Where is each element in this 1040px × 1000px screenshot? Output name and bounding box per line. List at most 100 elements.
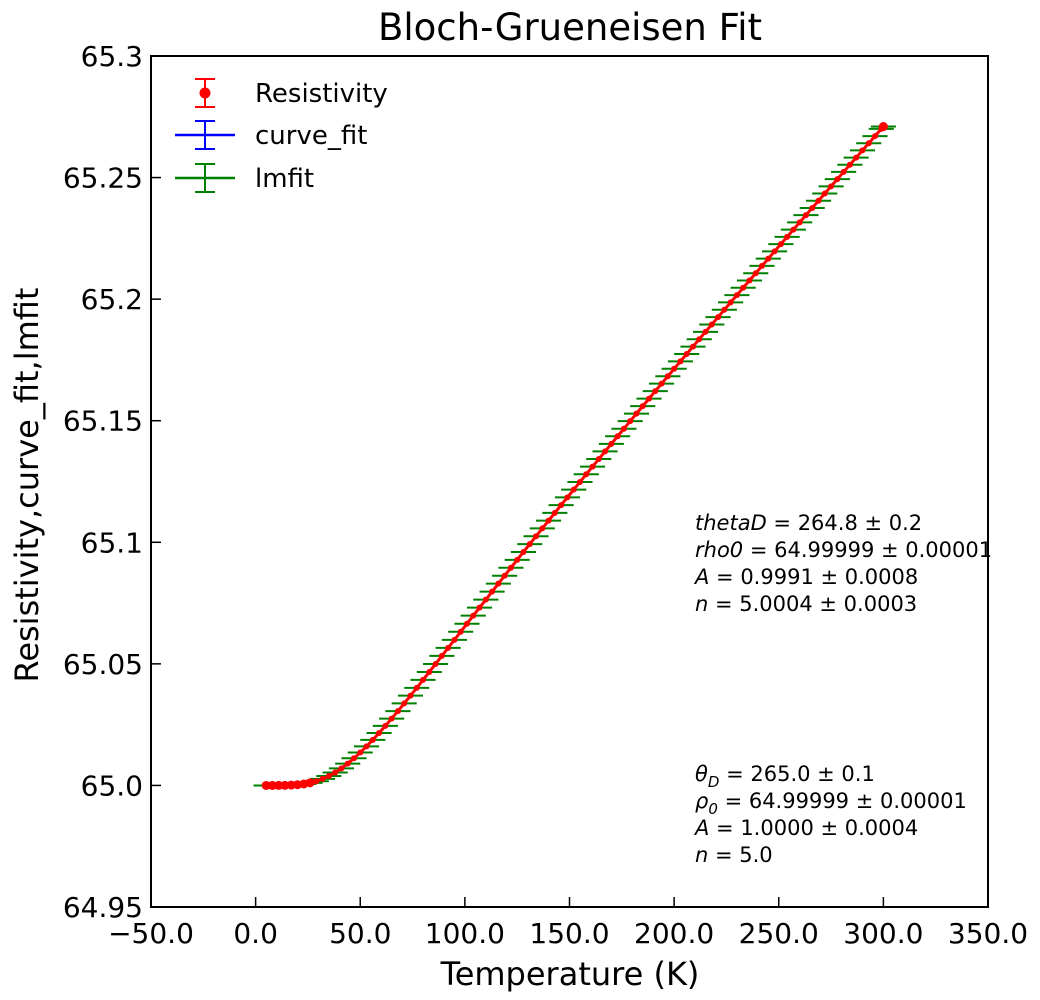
x-axis-label: Temperature (K) [440, 955, 700, 993]
resistivity-point [834, 176, 841, 183]
resistivity-point [689, 343, 696, 350]
resistivity-point [658, 380, 665, 387]
resistivity-point [445, 644, 452, 651]
series-layer [253, 122, 896, 790]
legend-label: Resistivity [255, 79, 388, 109]
resistivity-point [815, 197, 822, 204]
annotation-line: A = 0.9991 ± 0.0008 [693, 565, 918, 589]
resistivity-point [526, 541, 533, 548]
resistivity-point [501, 572, 508, 579]
resistivity-point [401, 700, 408, 707]
resistivity-point [313, 778, 320, 785]
resistivity-point [369, 736, 376, 743]
resistivity-point [413, 684, 420, 691]
y-axis-label: Resistivity,curve_fit,lmfit [8, 288, 46, 683]
legend-label: curve_fit [255, 121, 367, 151]
resistivity-point [639, 403, 646, 410]
resistivity-point [420, 676, 427, 683]
resistivity-point [280, 780, 290, 790]
resistivity-point [338, 765, 345, 772]
y-tick-label: 65.0 [81, 769, 143, 802]
resistivity-point [495, 580, 502, 587]
resistivity-point [305, 778, 315, 788]
resistivity-point [671, 365, 678, 372]
resistivity-point [274, 780, 284, 790]
resistivity-point [558, 502, 565, 509]
resistivity-point [878, 122, 888, 132]
resistivity-point [796, 219, 803, 226]
resistivity-point [715, 314, 722, 321]
x-tick-label: 150.0 [529, 917, 609, 950]
resistivity-point [784, 233, 791, 240]
resistivity-point [376, 729, 383, 736]
x-tick-label: 350.0 [948, 917, 1028, 950]
resistivity-point [382, 722, 389, 729]
annotation-line: n = 5.0 [695, 843, 773, 867]
resistivity-point [627, 418, 634, 425]
resistivity-point [539, 525, 546, 532]
resistivity-point [646, 395, 653, 402]
resistivity-point [683, 350, 690, 357]
y-tick-label: 65.05 [63, 648, 143, 681]
resistivity-point [840, 168, 847, 175]
resistivity-point [721, 306, 728, 313]
lmfit-line [266, 125, 885, 787]
resistivity-point [514, 556, 521, 563]
resistivity-point [357, 749, 364, 756]
resistivity-point [476, 604, 483, 611]
resistivity-point [708, 321, 715, 328]
resistivity-point [821, 190, 828, 197]
resistivity-point [859, 147, 866, 154]
x-tick-label: 250.0 [739, 917, 819, 950]
resistivity-point [570, 486, 577, 493]
x-tick-label: 0.0 [233, 917, 278, 950]
resistivity-point [677, 358, 684, 365]
annotation-line: rho0 = 64.99999 ± 0.00001 [695, 538, 992, 562]
resistivity-point [545, 517, 552, 524]
x-axis: −50.0 0.0 50.0 100.0 150.0 200.0 250.0 300.0 350… [108, 897, 1028, 950]
annotation-line: thetaD = 264.8 ± 0.2 [695, 511, 922, 535]
resistivity-point [451, 636, 458, 643]
resistivity-point [752, 270, 759, 277]
y-tick-label: 64.95 [63, 891, 143, 924]
resistivity-point [533, 533, 540, 540]
resistivity-point [363, 743, 370, 750]
resistivity-point [489, 588, 496, 595]
annotation-line: ρ0 = 64.99999 ± 0.00001 [695, 789, 967, 818]
resistivity-point [332, 769, 339, 776]
resistivity-point [733, 292, 740, 299]
resistivity-point [325, 773, 332, 780]
resistivity-point [771, 248, 778, 255]
resistivity-point [802, 212, 809, 219]
plot-area: −50.0 0.0 50.0 100.0 150.0 200.0 250.0 300.0 350… [63, 40, 1028, 950]
resistivity-point [828, 183, 835, 190]
chart-title: Bloch-Grueneisen Fit [378, 6, 762, 49]
resistivity-point [727, 299, 734, 306]
resistivity-point [853, 154, 860, 161]
resistivity-point [407, 692, 414, 699]
y-tick-label: 65.2 [81, 283, 143, 316]
resistivity-point [809, 204, 816, 211]
resistivity-point [463, 620, 470, 627]
resistivity-point [319, 775, 326, 782]
x-tick-label: 50.0 [329, 917, 391, 950]
resistivity-point [633, 410, 640, 417]
resistivity-point [482, 596, 489, 603]
legend-item: lmfit [175, 163, 314, 194]
resistivity-point [614, 433, 621, 440]
y-tick-label: 65.3 [81, 40, 143, 73]
resistivity-point [759, 262, 766, 269]
resistivity-point [746, 277, 753, 284]
resistivity-point [507, 564, 514, 571]
resistivity-point [394, 708, 401, 715]
resistivity-point [432, 660, 439, 667]
resistivity-point [470, 612, 477, 619]
annotation-line: n = 5.0004 ± 0.0003 [695, 592, 917, 616]
legend-label: lmfit [255, 164, 314, 194]
x-tick-label: −50.0 [108, 917, 194, 950]
resistivity-point [388, 715, 395, 722]
legend-item: Resistivity [195, 78, 388, 109]
legend-marker [199, 87, 211, 99]
